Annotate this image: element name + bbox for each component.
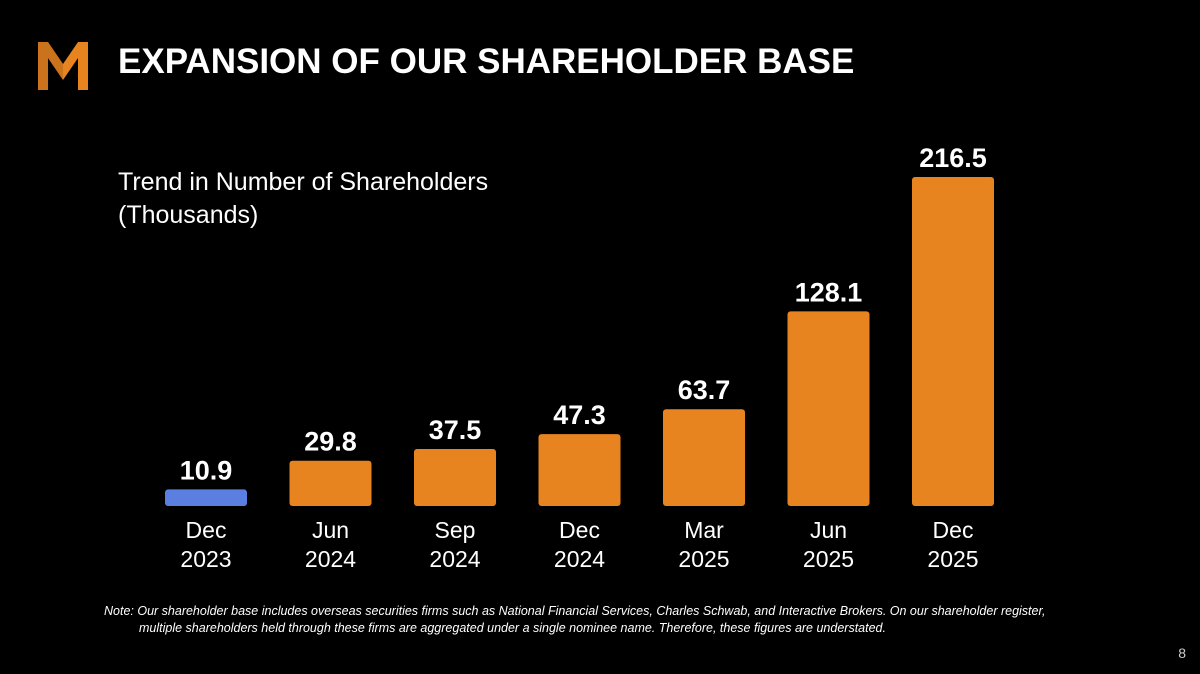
footnote-line-1: Note: Our shareholder base includes over… <box>104 604 1046 618</box>
page-number: 8 <box>1178 645 1186 661</box>
bar-5 <box>787 311 870 506</box>
x-tick-label-1-0: Jun <box>312 517 349 543</box>
data-label-1: 29.8 <box>304 427 357 457</box>
x-tick-label-6-1: 2025 <box>927 546 978 572</box>
footnote: Note: Our shareholder base includes over… <box>104 603 1164 637</box>
x-tick-label-5-0: Jun <box>810 517 847 543</box>
x-tick-label-6-0: Dec <box>933 517 974 543</box>
page-title: EXPANSION OF OUR SHAREHOLDER BASE <box>118 42 855 81</box>
bar-3 <box>538 434 621 506</box>
chart-subtitle: Trend in Number of Shareholders (Thousan… <box>118 166 578 232</box>
bar-4 <box>663 409 745 506</box>
bar-2 <box>414 449 496 506</box>
bar-0 <box>165 489 247 506</box>
bar-6 <box>912 177 994 506</box>
x-tick-label-2-1: 2024 <box>429 546 480 572</box>
data-label-2: 37.5 <box>429 415 482 445</box>
data-label-0: 10.9 <box>180 455 233 485</box>
x-tick-label-0-1: 2023 <box>180 546 231 572</box>
bar-chart: 10.9 Dec 2023 29.8 Jun 2024 37.5 Sep 2024 47.3 Dec… <box>165 143 994 572</box>
x-tick-label-2-0: Sep <box>435 517 476 543</box>
bar-1 <box>289 460 372 506</box>
data-label-6: 216.5 <box>919 143 987 173</box>
footnote-line-2: multiple shareholders held through these… <box>139 621 886 635</box>
x-tick-label-1-1: 2024 <box>305 546 356 572</box>
x-tick-label-5-1: 2025 <box>803 546 854 572</box>
x-tick-label-4-0: Mar <box>684 517 724 543</box>
x-tick-label-3-0: Dec <box>559 517 600 543</box>
data-label-4: 63.7 <box>678 375 731 405</box>
x-tick-label-4-1: 2025 <box>678 546 729 572</box>
data-label-3: 47.3 <box>553 400 606 430</box>
x-tick-label-0-0: Dec <box>186 517 227 543</box>
m-logo-icon <box>38 42 88 90</box>
chart-subtitle-line-1: Trend in Number of Shareholders <box>118 168 489 196</box>
data-label-5: 128.1 <box>795 277 863 307</box>
x-tick-label-3-1: 2024 <box>554 546 605 572</box>
chart-subtitle-line-2: (Thousands) <box>118 201 259 229</box>
